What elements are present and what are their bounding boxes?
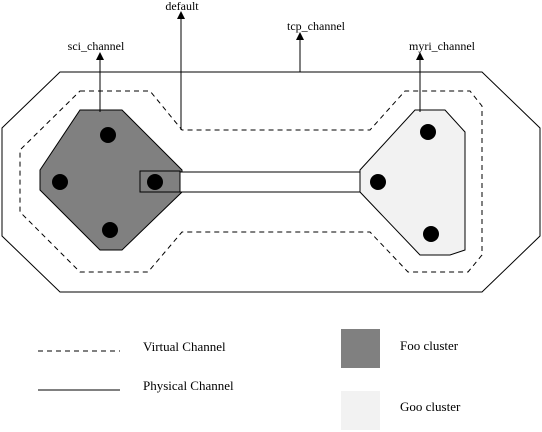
foo-cluster-shape — [39, 109, 183, 251]
foo-node — [100, 127, 116, 143]
goo-node — [370, 174, 386, 190]
legend-foo-swatch — [341, 329, 380, 368]
inter-cluster-link — [179, 171, 361, 193]
foo-node — [102, 222, 118, 238]
label-myri-channel: myri_channel — [409, 39, 476, 53]
legend-virtual-label: Virtual Channel — [143, 339, 226, 354]
legend-foo-label: Foo cluster — [400, 338, 459, 353]
gateway-node-box — [139, 170, 181, 193]
legend-goo-label: Goo cluster — [400, 399, 461, 414]
legend-physical-label: Physical Channel — [143, 378, 234, 393]
legend-goo-swatch — [341, 391, 380, 430]
foo-node — [147, 174, 163, 190]
label-tcp-channel: tcp_channel — [287, 19, 346, 33]
goo-node — [420, 124, 436, 140]
foo-node — [52, 174, 68, 190]
physical-channel-outline — [1, 71, 541, 293]
label-default: default — [165, 0, 199, 13]
goo-node — [423, 226, 439, 242]
label-sci-channel: sci_channel — [68, 39, 125, 53]
virtual-channel-outline — [19, 90, 483, 273]
